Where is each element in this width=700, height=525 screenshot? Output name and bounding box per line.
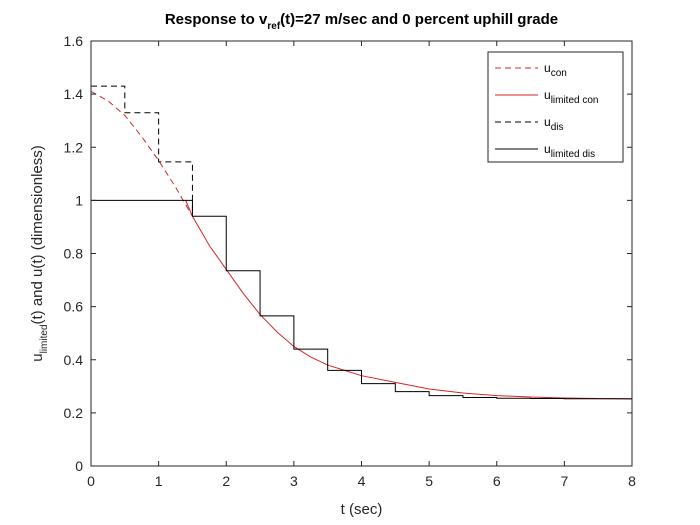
legend-entry-sub: limited con [551, 95, 599, 106]
title-main: Response to v [165, 11, 268, 28]
legend-entry-name: u [544, 115, 551, 129]
title-sub: ref [267, 21, 280, 32]
ylabel-sub: limited [39, 324, 50, 353]
x-tick-label: 5 [425, 473, 433, 489]
series-layer [90, 85, 633, 400]
series-line-limited-dis [91, 199, 632, 400]
y-tick-label: 1.6 [64, 33, 84, 49]
y-tick-label: 1.4 [64, 86, 84, 102]
y-tick-label: 0.2 [64, 405, 84, 421]
title-rest: (t)=27 m/sec and 0 percent uphill grade [280, 11, 558, 28]
y-tick-label: 1 [75, 192, 83, 208]
ylabel-pre: u [29, 353, 46, 361]
legend-entry-sub: con [551, 68, 567, 79]
x-tick-label: 2 [222, 473, 230, 489]
legend-entry: ulimited dis [544, 142, 595, 160]
ticks-layer: 0 1 2 3 4 5 6 7 8 0 0.2 0.4 0.6 0.8 1 1.2 1.4 1.6 [64, 33, 637, 489]
y-axis-label: ulimited(t) and u(t) (dimensionless) [29, 145, 50, 361]
y-tick-label: 0.6 [64, 299, 84, 315]
x-tick-label: 3 [290, 473, 298, 489]
y-tick-label: 0.4 [64, 352, 84, 368]
legend-entry-name: u [544, 88, 551, 102]
x-axis-label: t (sec) [341, 501, 383, 518]
legend-entry-name: u [544, 61, 551, 75]
x-tick-label: 0 [87, 473, 95, 489]
legend-entry-name: u [544, 142, 551, 156]
x-tick-label: 6 [493, 473, 501, 489]
legend-box [487, 51, 624, 163]
chart-title: Response to vref(t)=27 m/sec and 0 perce… [165, 11, 558, 32]
y-tick-label: 0 [75, 458, 83, 474]
legend-entry-sub: limited dis [551, 149, 595, 160]
x-tick-label: 8 [628, 473, 636, 489]
legend-entry: ulimited con [544, 88, 599, 106]
y-tick-label: 1.2 [64, 139, 84, 155]
series-line-limited-con [185, 200, 633, 400]
x-tick-label: 4 [358, 473, 366, 489]
series-line-dis [91, 85, 193, 217]
x-tick-label: 7 [560, 473, 568, 489]
ylabel-post: (t) and u(t) (dimensionless) [29, 145, 46, 324]
y-tick-label: 0.8 [64, 246, 84, 262]
legend-entry-sub: dis [551, 122, 564, 133]
legend-entry: udis [544, 115, 563, 133]
legend-entry: ucon [544, 61, 567, 79]
x-tick-label: 1 [155, 473, 163, 489]
